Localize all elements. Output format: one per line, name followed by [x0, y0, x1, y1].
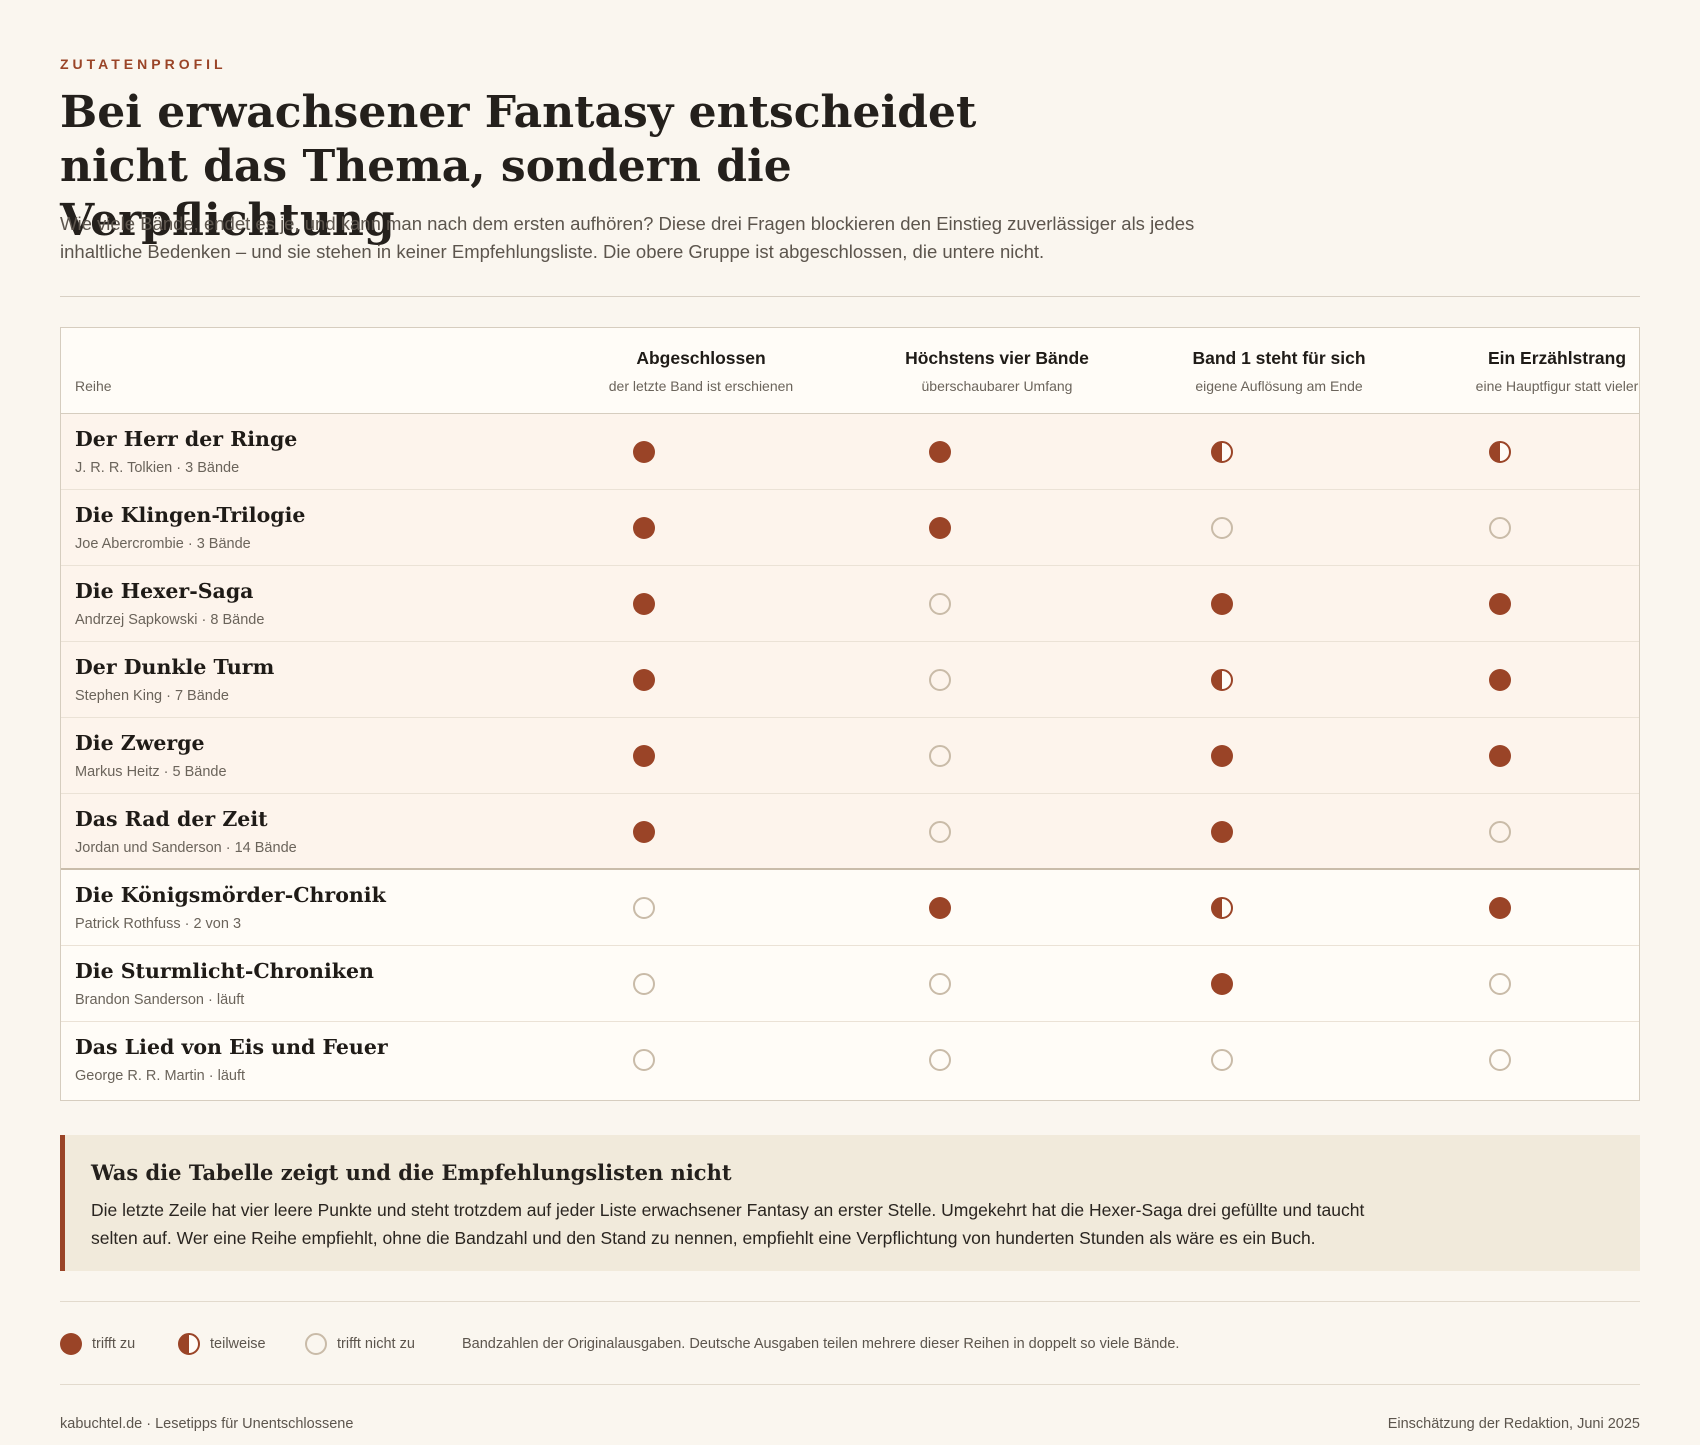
table-header: Reihe Abgeschlossen der letzte Band ist …	[61, 328, 1639, 414]
empty-dot-icon	[633, 897, 655, 919]
series-meta: Brandon Sanderson · läuft	[75, 992, 245, 1008]
empty-dot-icon	[633, 973, 655, 995]
footer-credit: Einschätzung der Redaktion, Juni 2025	[1387, 1416, 1640, 1432]
half-dot-icon	[1211, 669, 1233, 691]
column-subtitle: eigene Auflösung am Ende	[1195, 378, 1363, 394]
column-title: Abgeschlossen	[636, 348, 766, 368]
series-name: Die Hexer-Saga	[75, 579, 254, 603]
series-meta: Andrzej Sapkowski · 8 Bände	[75, 612, 265, 628]
series-meta: George R. R. Martin · läuft	[75, 1068, 246, 1084]
empty-dot-icon	[1489, 517, 1511, 539]
full-dot-icon	[929, 897, 951, 919]
series-meta: Jordan und Sanderson · 14 Bände	[75, 840, 297, 856]
legend-label: trifft nicht zu	[337, 1336, 415, 1352]
column-title: Ein Erzählstrang	[1487, 348, 1627, 368]
series-meta: J. R. R. Tolkien · 3 Bände	[75, 460, 240, 476]
half-dot-icon	[1489, 441, 1511, 463]
full-dot-icon	[633, 821, 655, 843]
empty-dot-icon	[1211, 1049, 1233, 1071]
empty-dot-icon	[929, 821, 951, 843]
series-meta: Joe Abercrombie · 3 Bände	[75, 536, 251, 552]
series-name: Der Dunkle Turm	[75, 655, 275, 679]
series-name: Die Klingen-Trilogie	[75, 503, 306, 527]
full-dot-icon	[1211, 593, 1233, 615]
empty-dot-icon	[633, 1049, 655, 1071]
empty-dot-icon	[1211, 517, 1233, 539]
full-dot-icon	[60, 1333, 82, 1355]
page-title: Bei erwachsener Fantasy entscheidet nich…	[60, 87, 977, 246]
full-dot-icon	[633, 745, 655, 767]
empty-dot-icon	[1489, 1049, 1511, 1071]
column-title: Höchstens vier Bände	[905, 348, 1089, 368]
empty-dot-icon	[929, 745, 951, 767]
callout-text: Die letzte Zeile hat vier leere Punkte u…	[91, 1200, 1365, 1248]
column-header-abgeschlossen: Abgeschlossen der letzte Band ist erschi…	[551, 348, 851, 394]
callout-title: Was die Tabelle zeigt und die Empfehlung…	[91, 1160, 732, 1185]
column-subtitle: eine Hauptfigur statt vieler	[1475, 378, 1639, 394]
table-row: Die Zwerge Markus Heitz · 5 Bände	[61, 718, 1639, 794]
divider	[60, 296, 1640, 297]
legend-label: teilweise	[210, 1336, 266, 1352]
full-dot-icon	[633, 669, 655, 691]
lede: Wie viele Bände, endet es je, und kann m…	[60, 213, 1195, 262]
empty-dot-icon	[929, 1049, 951, 1071]
comparison-table: Reihe Abgeschlossen der letzte Band ist …	[60, 327, 1640, 1101]
series-meta: Stephen King · 7 Bände	[75, 688, 229, 704]
column-subtitle: der letzte Band ist erschienen	[608, 378, 794, 394]
series-name: Die Königsmörder-Chronik	[75, 883, 386, 907]
full-dot-icon	[1211, 821, 1233, 843]
table-row: Die Sturmlicht-Chroniken Brandon Sanderso…	[61, 946, 1639, 1022]
series-name: Das Lied von Eis und Feuer	[75, 1035, 388, 1059]
full-dot-icon	[929, 441, 951, 463]
full-dot-icon	[1211, 973, 1233, 995]
full-dot-icon	[1489, 593, 1511, 615]
empty-dot-icon	[1489, 973, 1511, 995]
empty-dot-icon	[929, 973, 951, 995]
table-row: Die Königsmörder-Chronik Patrick Rothfuss…	[61, 870, 1639, 946]
column-header-hoechstens-vier: Höchstens vier Bände überschaubarer Umfa…	[847, 348, 1147, 394]
empty-dot-icon	[1489, 821, 1511, 843]
table-row: Die Hexer-Saga Andrzej Sapkowski · 8 Bänd…	[61, 566, 1639, 642]
series-meta: Markus Heitz · 5 Bände	[75, 764, 227, 780]
legend-label: trifft zu	[92, 1336, 136, 1352]
legend-note: Bandzahlen der Originalausgaben. Deutsch…	[462, 1336, 1180, 1352]
full-dot-icon	[1489, 745, 1511, 767]
series-name: Die Sturmlicht-Chroniken	[75, 959, 374, 983]
full-dot-icon	[633, 517, 655, 539]
empty-dot-icon	[929, 669, 951, 691]
column-title: Band 1 steht für sich	[1192, 348, 1366, 368]
footer-source: kabuchtel.de · Lesetipps für Unentschlos…	[60, 1416, 354, 1432]
half-dot-icon	[1211, 897, 1233, 919]
empty-dot-icon	[929, 593, 951, 615]
full-dot-icon	[1489, 669, 1511, 691]
divider	[60, 1301, 1640, 1302]
full-dot-icon	[1211, 745, 1233, 767]
full-dot-icon	[929, 517, 951, 539]
column-subtitle: überschaubarer Umfang	[921, 378, 1073, 394]
eyebrow: ZUTATENPROFIL	[60, 56, 227, 72]
table-row: Der Dunkle Turm Stephen King · 7 Bände	[61, 642, 1639, 718]
series-name: Die Zwerge	[75, 731, 205, 755]
series-name: Der Herr der Ringe	[75, 427, 298, 451]
half-dot-icon	[178, 1333, 200, 1355]
row-header-label: Reihe	[75, 378, 112, 394]
table-row: Die Klingen-Trilogie Joe Abercrombie · 3 …	[61, 490, 1639, 566]
full-dot-icon	[633, 593, 655, 615]
full-dot-icon	[633, 441, 655, 463]
legend: trifft zu teilweise trifft nicht zu Band…	[60, 1332, 1640, 1356]
column-header-band-1: Band 1 steht für sich eigene Auflösung a…	[1129, 348, 1429, 394]
full-dot-icon	[1489, 897, 1511, 919]
table-row: Der Herr der Ringe J. R. R. Tolkien · 3 B…	[61, 414, 1639, 490]
half-dot-icon	[1211, 441, 1233, 463]
series-meta: Patrick Rothfuss · 2 von 3	[75, 916, 242, 932]
empty-dot-icon	[305, 1333, 327, 1355]
divider	[60, 1384, 1640, 1385]
callout: Was die Tabelle zeigt und die Empfehlung…	[60, 1135, 1640, 1271]
table-row: Das Lied von Eis und Feuer George R. R. M…	[61, 1022, 1639, 1098]
column-header-erzaehlstrang: Ein Erzählstrang eine Hauptfigur statt v…	[1407, 348, 1700, 394]
series-name: Das Rad der Zeit	[75, 807, 268, 831]
table-row: Das Rad der Zeit Jordan und Sanderson · 1…	[61, 794, 1639, 870]
